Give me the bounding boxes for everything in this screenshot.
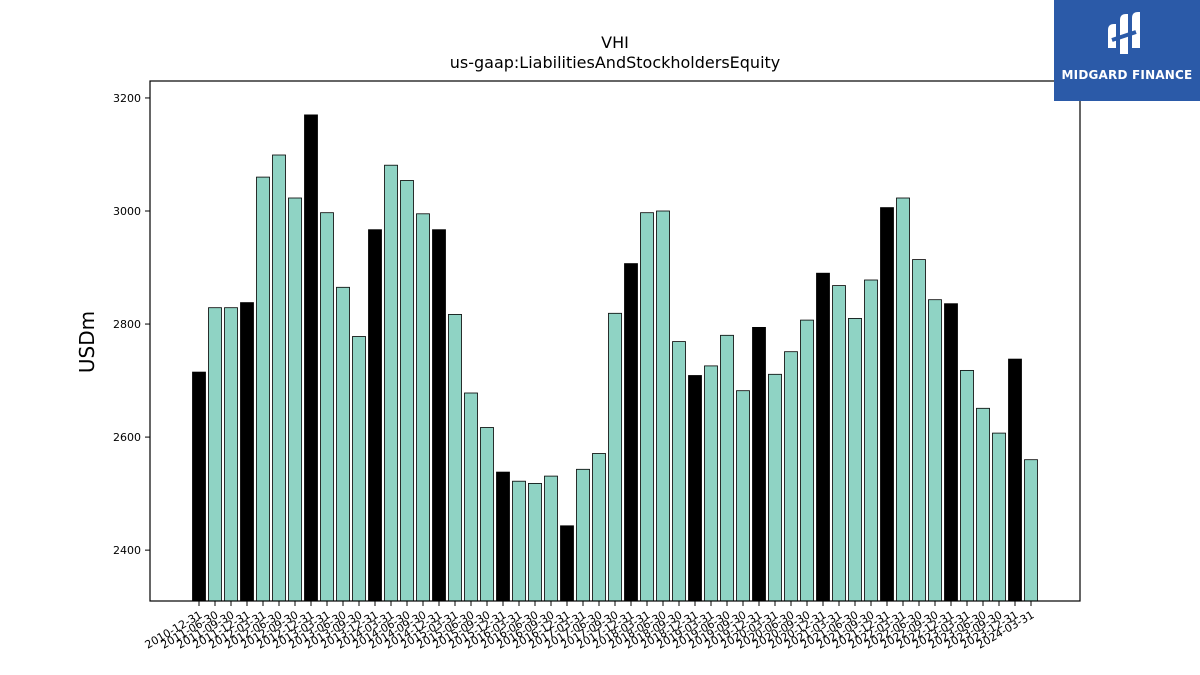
bar-2020-03-31 bbox=[768, 373, 782, 602]
bar-2023-03-31 bbox=[960, 369, 974, 602]
bar-2011-09-30 bbox=[224, 307, 238, 602]
bar-2019-06-30 bbox=[720, 334, 734, 602]
bar-2015-06-30 bbox=[464, 392, 478, 602]
bar-2011-06-30 bbox=[208, 307, 222, 602]
bar-2018-12-31 bbox=[688, 375, 702, 602]
x-ticks-group: 2010-12-312011-06-302011-09-302011-12-31… bbox=[143, 601, 1037, 652]
bar-2024-03-31 bbox=[1024, 459, 1038, 602]
plot-frame bbox=[149, 80, 1081, 602]
bar-2022-09-30 bbox=[928, 299, 942, 602]
bar-2019-09-30 bbox=[736, 390, 750, 602]
y-tick-label: 2800 bbox=[113, 318, 141, 331]
bar-2014-12-31 bbox=[432, 229, 446, 602]
bar-2019-12-31 bbox=[752, 326, 766, 602]
y-tick-label: 2600 bbox=[113, 431, 141, 444]
bar-2022-06-30 bbox=[912, 259, 926, 602]
logo-badge: MIDGARD FINANCE bbox=[1054, 0, 1200, 101]
bar-2015-09-30 bbox=[480, 427, 494, 602]
bar-2012-12-31 bbox=[304, 114, 318, 602]
bar-2023-09-30 bbox=[992, 432, 1006, 602]
bar-2014-03-31 bbox=[384, 164, 398, 602]
y-tick-label: 3200 bbox=[113, 92, 141, 105]
bar-2020-09-30 bbox=[800, 319, 814, 602]
y-tick-label: 2400 bbox=[113, 544, 141, 557]
bar-2012-06-30 bbox=[272, 154, 286, 602]
bar-2012-03-31 bbox=[256, 176, 270, 602]
bar-2014-06-30 bbox=[400, 180, 414, 602]
bar-2021-03-31 bbox=[832, 285, 846, 602]
bar-2023-06-30 bbox=[976, 407, 990, 602]
bar-2017-09-30 bbox=[608, 312, 622, 602]
bar-2010-12-31 bbox=[192, 371, 206, 602]
bar-2013-03-31 bbox=[320, 212, 334, 602]
bar-2020-12-31 bbox=[816, 272, 830, 602]
bar-2011-12-31 bbox=[240, 302, 254, 602]
bar-2016-12-31 bbox=[560, 525, 574, 602]
chart-subtitle: us-gaap:LiabilitiesAndStockholdersEquity bbox=[450, 53, 781, 72]
bar-2023-12-31 bbox=[1008, 358, 1022, 602]
y-ticks-group: 2400 2600 2800 3000 3200 bbox=[113, 92, 150, 557]
bar-2015-12-31 bbox=[496, 471, 510, 602]
bar-2014-09-30 bbox=[416, 213, 430, 602]
midgard-logo-icon bbox=[1108, 12, 1140, 54]
bar-2016-09-30 bbox=[544, 475, 558, 602]
chart-title: VHI bbox=[601, 33, 629, 52]
bar-2013-09-30 bbox=[352, 336, 366, 602]
bar-2017-12-31 bbox=[624, 263, 638, 602]
logo-text: MIDGARD FINANCE bbox=[1061, 68, 1193, 82]
y-axis-label: USDm bbox=[75, 311, 99, 373]
bar-2017-06-30 bbox=[592, 453, 606, 602]
bar-2015-03-31 bbox=[448, 313, 462, 602]
bar-2022-03-31 bbox=[896, 197, 910, 602]
bar-2021-12-31 bbox=[880, 207, 894, 602]
bar-2019-03-31 bbox=[704, 365, 718, 602]
bar-2020-06-30 bbox=[784, 351, 798, 602]
y-tick-label: 3000 bbox=[113, 205, 141, 218]
bar-2018-03-31 bbox=[640, 212, 654, 602]
bar-2021-09-30 bbox=[864, 279, 878, 602]
bar-2022-12-31 bbox=[944, 303, 958, 602]
bar-2016-03-31 bbox=[512, 480, 526, 602]
bar-2016-06-30 bbox=[528, 482, 542, 602]
bar-2017-03-31 bbox=[576, 468, 590, 602]
bar-2018-09-30 bbox=[672, 341, 686, 602]
bar-2021-06-30 bbox=[848, 317, 862, 602]
bar-2013-06-30 bbox=[336, 286, 350, 602]
bar-2012-09-30 bbox=[288, 197, 302, 602]
bar-2018-06-30 bbox=[656, 210, 670, 602]
bars-group bbox=[192, 114, 1038, 602]
bar-2013-12-31 bbox=[368, 229, 382, 602]
